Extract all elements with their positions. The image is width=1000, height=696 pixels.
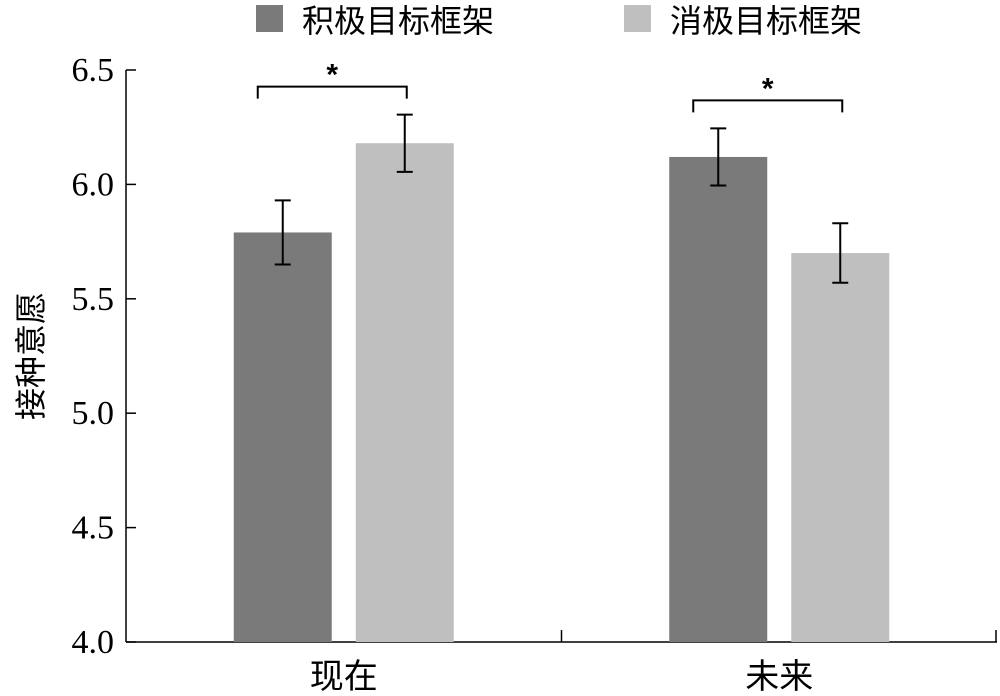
legend-swatch: [624, 5, 651, 32]
legend: 积极目标框架 消极目标框架: [256, 2, 862, 40]
legend-label: 消极目标框架: [670, 2, 862, 40]
x-category-label: 未来: [745, 657, 813, 696]
y-tick-label: 5.0: [72, 395, 115, 432]
bars: [233, 143, 890, 643]
significance-label: *: [762, 72, 774, 105]
bar: [355, 143, 454, 642]
y-tick-label: 4.5: [72, 510, 115, 547]
significance-bracket: [256, 85, 408, 99]
significance-bracket: [692, 99, 844, 113]
legend-swatch: [256, 5, 283, 32]
y-tick-label: 6.5: [72, 52, 115, 89]
y-tick-label: 6.0: [72, 166, 115, 203]
bar: [669, 156, 768, 642]
y-axis-label: 接种意愿: [12, 292, 50, 420]
bar: [791, 253, 890, 643]
legend-label: 积极目标框架: [302, 2, 494, 40]
y-tick-label: 5.5: [72, 281, 115, 318]
x-category-label: 现在: [310, 657, 378, 696]
significance-markers: * *: [256, 59, 844, 113]
axes: 4.0 4.5 5.0 5.5 6.0 6.5 现在 未来: [72, 52, 997, 696]
error-bars: [274, 113, 849, 284]
bar: [233, 232, 332, 642]
y-tick-label: 4.0: [72, 624, 115, 661]
significance-label: *: [326, 59, 338, 92]
